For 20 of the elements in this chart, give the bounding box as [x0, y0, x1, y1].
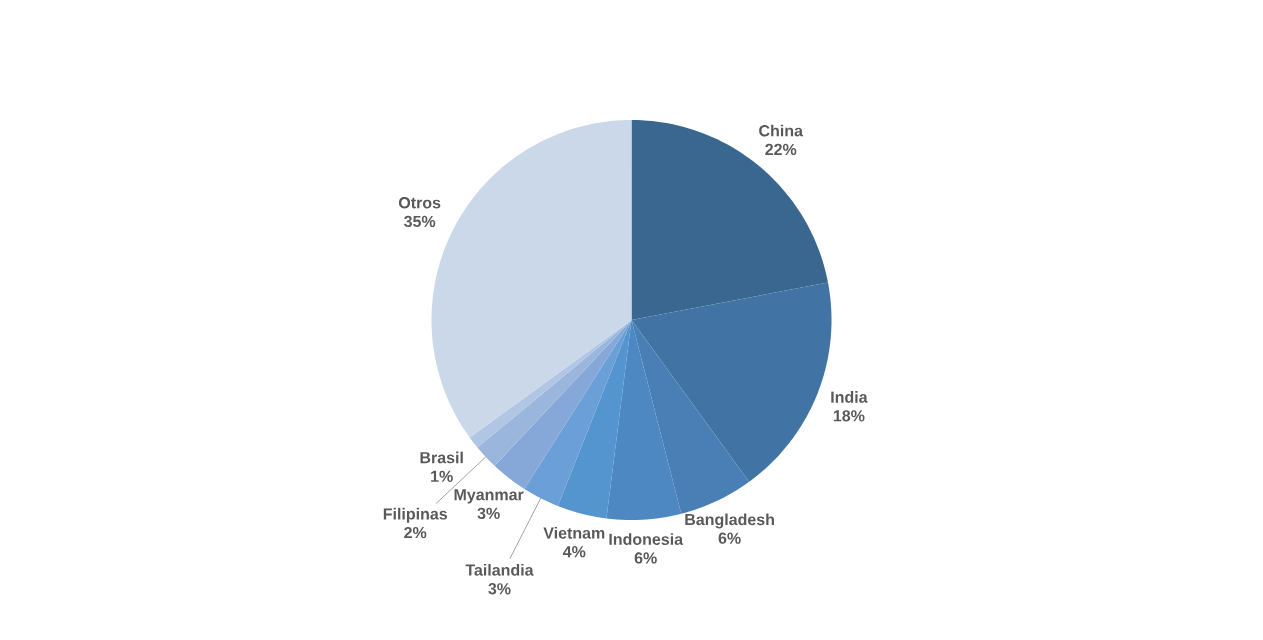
slice-label: Indonesia — [609, 533, 684, 545]
data-label: 22% — [765, 143, 797, 156]
data-label: 3% — [488, 583, 511, 595]
slice-label: Filipinas — [383, 507, 448, 523]
data-label: 4% — [562, 546, 586, 558]
data-label: 6% — [634, 552, 657, 564]
slice-label: Otros — [398, 197, 441, 209]
slice-label: Vietnam — [543, 526, 605, 539]
slice-label: Tailandia — [465, 563, 534, 576]
slice-label: Brasil — [420, 451, 463, 464]
data-label: 3% — [477, 507, 500, 519]
data-label: 1% — [431, 470, 453, 482]
slice-label: India — [831, 391, 868, 403]
data-label: 35% — [404, 215, 436, 228]
slice-label: China — [759, 124, 804, 137]
slice-label: Bangladesh — [685, 513, 774, 529]
data-label: 6% — [718, 532, 741, 544]
slice-label: Myanmar — [454, 489, 524, 504]
data-label: 18% — [833, 410, 865, 422]
data-label: 2% — [404, 526, 427, 539]
